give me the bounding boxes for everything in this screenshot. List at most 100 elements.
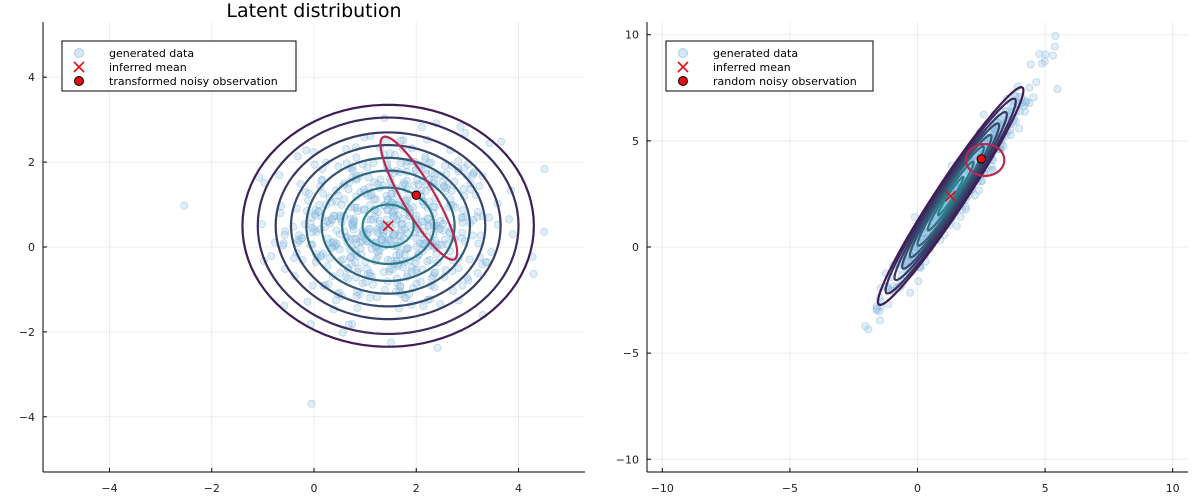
data-point bbox=[461, 129, 470, 138]
y-tick-label: 2 bbox=[28, 156, 35, 169]
data-point bbox=[430, 269, 439, 278]
data-point bbox=[433, 343, 442, 352]
data-point bbox=[347, 260, 356, 269]
data-point bbox=[331, 296, 340, 305]
data-point bbox=[458, 205, 467, 214]
data-point bbox=[419, 302, 428, 311]
density-contour bbox=[893, 110, 1008, 282]
data-point bbox=[340, 195, 349, 204]
data-point bbox=[1029, 93, 1038, 102]
data-point bbox=[319, 249, 328, 258]
data-point bbox=[417, 123, 426, 132]
data-point bbox=[332, 239, 341, 248]
data-point bbox=[396, 228, 405, 237]
data-point bbox=[427, 274, 436, 283]
data-point bbox=[979, 110, 988, 119]
data-point bbox=[390, 231, 399, 240]
data-point bbox=[421, 152, 430, 161]
data-point bbox=[385, 235, 394, 244]
density-contour bbox=[908, 133, 993, 259]
data-point bbox=[1050, 42, 1059, 51]
data-point bbox=[358, 279, 367, 288]
data-point bbox=[352, 234, 361, 243]
data-point bbox=[298, 233, 307, 242]
density-contour bbox=[936, 175, 965, 217]
data-point bbox=[440, 235, 449, 244]
x-tick-label: −4 bbox=[101, 482, 117, 495]
data-point bbox=[323, 262, 332, 271]
data-point bbox=[346, 253, 355, 262]
data-point bbox=[372, 227, 381, 236]
data-point bbox=[995, 115, 1004, 124]
data-point bbox=[386, 237, 395, 246]
data-point bbox=[1037, 59, 1046, 68]
latent-distribution-chart: −4 −2 0 2 4 −4 −2 0 2 4 Latent distribution generat… bbox=[19, 0, 585, 495]
data-point bbox=[329, 211, 338, 220]
data-point bbox=[349, 225, 358, 234]
data-point bbox=[349, 215, 358, 224]
data-point bbox=[1022, 97, 1031, 106]
data-point bbox=[350, 217, 359, 226]
observation-point bbox=[411, 190, 421, 200]
data-point bbox=[369, 215, 378, 224]
x-tick-label: 5 bbox=[1042, 482, 1049, 495]
x-tick-label: 4 bbox=[515, 482, 522, 495]
data-point bbox=[473, 207, 482, 216]
data-point bbox=[354, 264, 363, 273]
data-point bbox=[412, 279, 421, 288]
data-point bbox=[441, 161, 450, 170]
data-point bbox=[373, 225, 382, 234]
data-point bbox=[307, 399, 316, 408]
data-point bbox=[389, 212, 398, 221]
data-point bbox=[324, 280, 333, 289]
data-point bbox=[383, 205, 392, 214]
data-point bbox=[293, 235, 302, 244]
data-point bbox=[999, 142, 1008, 151]
data-point bbox=[359, 206, 368, 215]
data-point bbox=[328, 244, 337, 253]
density-contour bbox=[320, 169, 456, 283]
x-tick-label: −5 bbox=[782, 482, 798, 495]
data-point bbox=[330, 241, 339, 250]
data-point bbox=[364, 225, 373, 234]
data-point bbox=[279, 239, 288, 248]
data-point bbox=[469, 169, 478, 178]
data-point bbox=[411, 266, 420, 275]
data-point bbox=[363, 264, 372, 273]
data-point bbox=[390, 229, 399, 238]
data-point bbox=[412, 242, 421, 251]
data-point bbox=[363, 163, 372, 172]
data-point bbox=[348, 166, 357, 175]
data-point bbox=[473, 212, 482, 221]
data-point bbox=[348, 221, 357, 230]
data-point bbox=[370, 212, 379, 221]
data-point bbox=[421, 186, 430, 195]
data-point bbox=[297, 234, 306, 243]
data-point bbox=[370, 178, 379, 187]
data-point bbox=[447, 186, 456, 195]
data-point bbox=[376, 175, 385, 184]
data-point bbox=[372, 195, 381, 204]
data-point bbox=[430, 175, 439, 184]
data-point bbox=[315, 206, 324, 215]
data-point bbox=[438, 178, 447, 187]
data-point bbox=[384, 236, 393, 245]
data-point bbox=[366, 268, 375, 277]
data-point bbox=[379, 228, 388, 237]
data-point bbox=[308, 281, 317, 290]
data-point bbox=[416, 239, 425, 248]
data-point bbox=[180, 201, 189, 210]
data-point bbox=[326, 238, 335, 247]
legend-label: inferred mean bbox=[713, 61, 791, 74]
density-contour bbox=[256, 116, 520, 336]
data-point bbox=[439, 182, 448, 191]
data-point bbox=[323, 217, 332, 226]
data-point bbox=[280, 230, 289, 239]
data-point bbox=[442, 184, 451, 193]
data-point bbox=[409, 181, 418, 190]
data-point bbox=[338, 328, 347, 337]
density-contour bbox=[361, 203, 415, 249]
data-point bbox=[353, 304, 362, 313]
data-point bbox=[430, 283, 439, 292]
